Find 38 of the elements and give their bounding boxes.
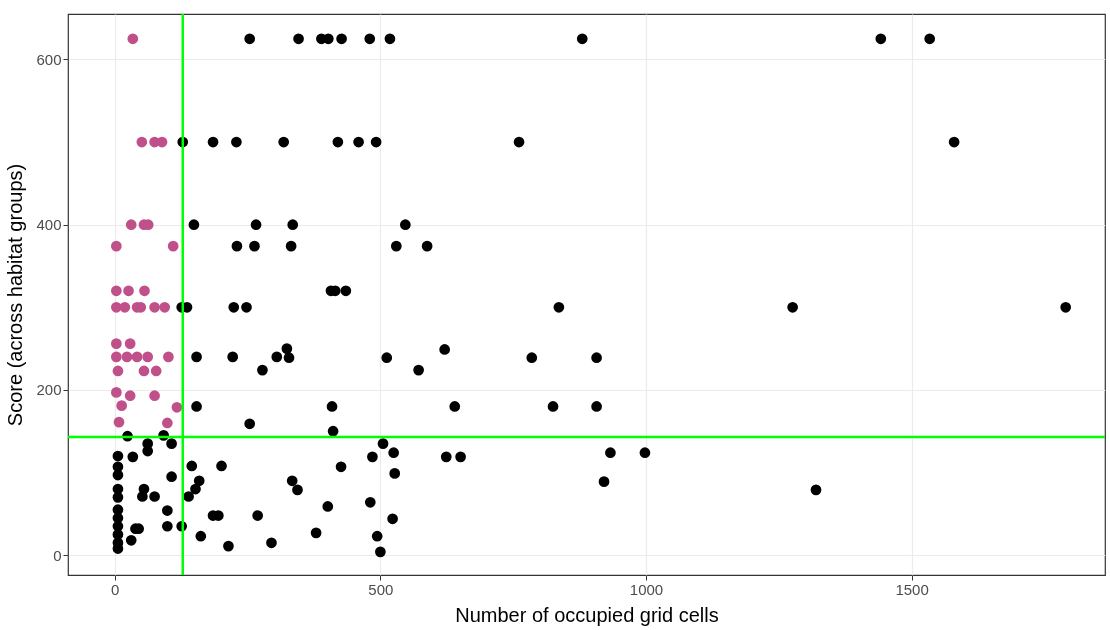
point <box>110 285 122 297</box>
point <box>149 301 160 313</box>
point <box>161 417 173 429</box>
point <box>127 33 139 45</box>
point <box>112 365 124 377</box>
point <box>110 338 122 350</box>
point <box>171 401 183 413</box>
point <box>159 301 171 313</box>
x-tick-label: 0 <box>111 580 120 598</box>
point <box>136 136 148 148</box>
point <box>124 390 136 402</box>
y-tick-label: 400 <box>36 216 62 234</box>
point <box>125 219 137 231</box>
point <box>131 351 143 363</box>
point <box>121 351 133 363</box>
point <box>119 301 131 313</box>
y-tick-label: 600 <box>36 50 62 68</box>
point <box>113 416 125 428</box>
point <box>150 365 162 377</box>
point <box>123 285 134 297</box>
y-axis-title: Score (across habitat groups) <box>4 163 27 427</box>
point <box>110 240 122 252</box>
point <box>124 338 136 350</box>
y-tick-label: 200 <box>36 381 62 399</box>
point <box>167 240 179 252</box>
point <box>149 390 160 402</box>
point <box>163 351 174 363</box>
point <box>142 351 154 363</box>
y-tick-label: 0 <box>53 546 62 564</box>
point <box>139 285 150 297</box>
point <box>110 351 122 363</box>
point <box>116 400 128 411</box>
x-tick-label: 1500 <box>895 580 929 598</box>
x-tick-label: 1000 <box>629 580 664 598</box>
x-tick-label: 500 <box>368 580 394 598</box>
x-axis-title: Number of occupied grid cells <box>455 603 719 626</box>
point <box>110 387 122 398</box>
point <box>138 365 150 377</box>
